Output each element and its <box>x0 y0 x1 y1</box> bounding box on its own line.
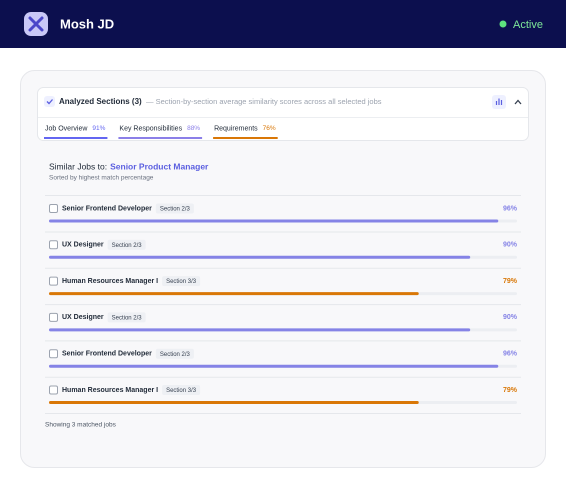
tab-score: 76% <box>263 125 276 132</box>
app-title: Mosh JD <box>60 16 114 31</box>
section-badge <box>155 348 194 359</box>
match-bar <box>49 255 471 259</box>
section-badge <box>155 203 194 214</box>
sections-panel <box>37 87 529 141</box>
section-label: Section 2/3 <box>160 207 191 213</box>
logo-mark <box>28 16 44 32</box>
chart-icon <box>495 98 503 105</box>
tab-underline <box>44 137 108 139</box>
match-label: 96% <box>503 351 518 358</box>
row-checkbox[interactable] <box>49 385 58 395</box>
job-name: UX Designer <box>62 242 104 249</box>
section-badge <box>107 312 146 323</box>
tab-score: 88% <box>187 125 200 132</box>
match-label: 90% <box>503 242 518 249</box>
similar-target[interactable]: Senior Product Manager <box>110 161 209 171</box>
tab-score: 91% <box>92 125 105 132</box>
tab-underline <box>213 137 278 139</box>
tab-label[interactable]: Key Responsibilities <box>119 125 182 132</box>
tab-underline <box>118 137 203 139</box>
tab-label[interactable]: Job Overview <box>45 125 88 132</box>
match-bar <box>49 328 471 332</box>
tab-label[interactable]: Requirements <box>214 125 258 132</box>
row-checkbox[interactable] <box>49 204 58 213</box>
match-label: 79% <box>503 278 518 285</box>
section-badge <box>162 276 201 287</box>
check-icon-bg <box>44 96 55 107</box>
section-badge <box>162 385 201 395</box>
section-label: Section 2/3 <box>112 315 143 321</box>
section-badge <box>107 239 146 250</box>
match-bar <box>49 219 499 223</box>
row-checkbox[interactable] <box>49 312 58 322</box>
row-checkbox[interactable] <box>49 240 58 250</box>
status-dot <box>499 20 507 28</box>
job-name: Senior Frontend Developer <box>62 351 152 358</box>
footer-note: Showing 3 matched jobs <box>45 422 117 429</box>
row-checkbox[interactable] <box>49 276 58 286</box>
panel-description: — Section-by-section average similarity … <box>146 97 382 106</box>
top-bar <box>0 0 566 48</box>
match-label: 96% <box>503 205 518 212</box>
section-label: Section 3/3 <box>166 279 197 285</box>
section-label: Section 2/3 <box>112 243 143 249</box>
section-label: Section 3/3 <box>166 388 197 394</box>
job-name: UX Designer <box>62 314 104 321</box>
job-name: Human Resources Manager I <box>62 278 158 285</box>
match-bar <box>49 292 419 296</box>
row-checkbox[interactable] <box>49 349 58 359</box>
match-label: 79% <box>503 387 518 394</box>
match-bar <box>49 364 499 368</box>
match-label: 90% <box>503 314 518 321</box>
collapse-button[interactable] <box>514 99 522 105</box>
match-bar <box>49 401 419 404</box>
similar-subtitle: Sorted by highest match percentage <box>49 175 154 182</box>
panel-title: Analyzed Sections (3) <box>59 97 142 106</box>
job-name: Senior Frontend Developer <box>62 205 152 212</box>
check-icon <box>46 99 53 105</box>
similar-prefix: Similar Jobs to: <box>49 161 107 171</box>
card <box>20 70 546 468</box>
section-label: Section 2/3 <box>160 352 191 358</box>
status: Active <box>513 19 543 31</box>
job-name: Human Resources Manager I <box>62 387 158 394</box>
